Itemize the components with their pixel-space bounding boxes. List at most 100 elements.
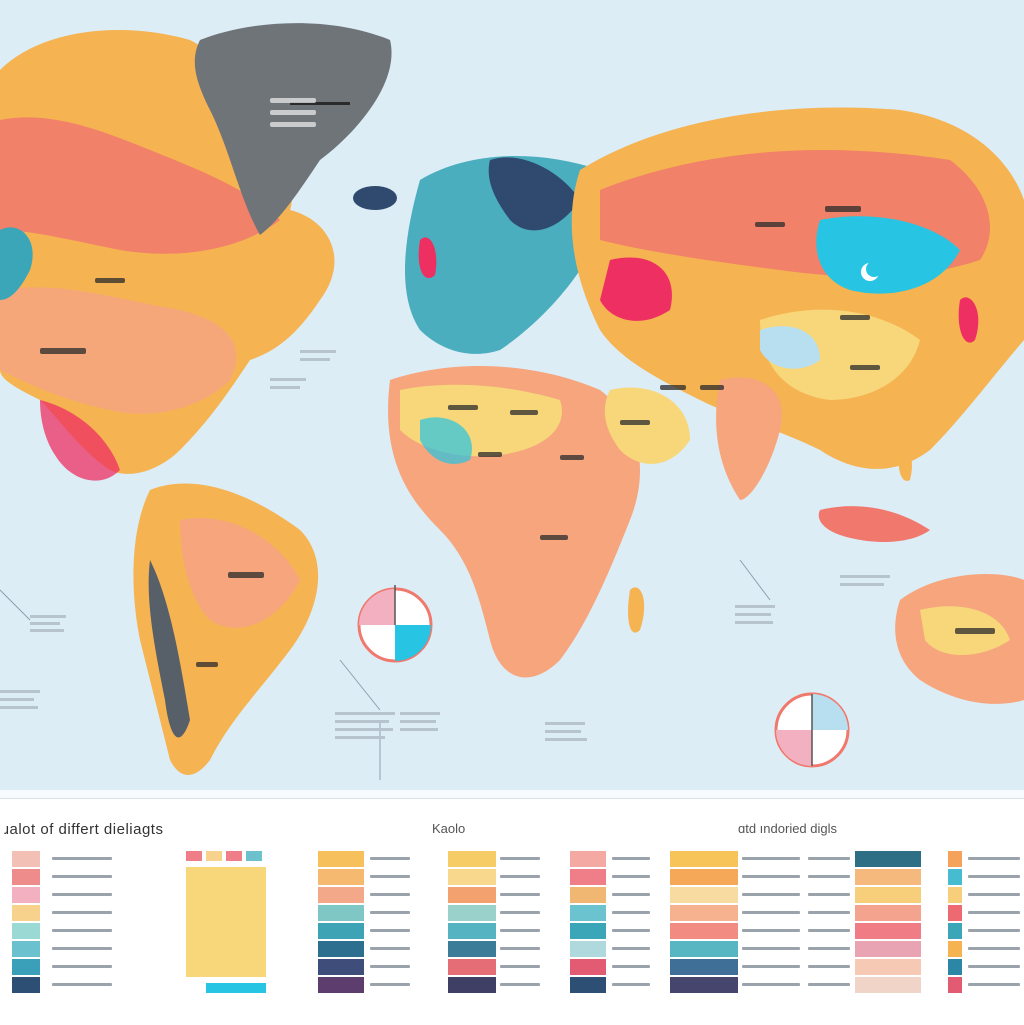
label-block xyxy=(560,455,584,460)
legend-entry-line xyxy=(370,911,410,914)
legend-entry-line xyxy=(612,929,650,932)
legend-entry-line xyxy=(742,929,800,932)
legend-entry-line xyxy=(370,965,410,968)
iceland xyxy=(353,186,397,210)
legend-swatch xyxy=(670,959,738,975)
madagascar xyxy=(628,587,645,633)
annotation-line xyxy=(30,622,60,625)
legend-entry-line xyxy=(968,965,1020,968)
legend-sample-fill xyxy=(186,867,266,977)
legend-entry-line xyxy=(968,875,1020,878)
legend-swatch xyxy=(448,941,496,957)
legend-swatch xyxy=(948,977,962,993)
legend-entry-line xyxy=(500,911,540,914)
callout-line xyxy=(339,659,381,711)
annotation-line xyxy=(335,736,385,739)
label-block xyxy=(196,662,218,667)
legend-entry-line xyxy=(52,911,112,914)
japan xyxy=(958,297,979,343)
greenland-label: ▬▬▬▬▬▬ xyxy=(290,97,350,108)
legend-swatch xyxy=(855,977,921,993)
mexico-region xyxy=(40,400,120,481)
legend-entry-line xyxy=(808,929,850,932)
annotation-line xyxy=(300,358,330,361)
annotation-line xyxy=(735,605,775,608)
legend-panel: ɹalot of differt dieliagts Kaolo ɑtd ınd… xyxy=(0,798,1024,1025)
legend-entry-line xyxy=(52,893,112,896)
annotation-line xyxy=(0,706,38,709)
legend-swatch xyxy=(570,977,606,993)
legend-swatch xyxy=(448,869,496,885)
arabia-region xyxy=(604,387,690,464)
legend-swatch xyxy=(948,923,962,939)
legend-entry-line xyxy=(742,857,800,860)
legend-entry-line xyxy=(500,929,540,932)
legend-entry-line xyxy=(968,911,1020,914)
legend-swatch xyxy=(855,959,921,975)
legend-swatch xyxy=(948,869,962,885)
legend-swatch xyxy=(670,977,738,993)
legend-entry-line xyxy=(808,875,850,878)
legend-swatch xyxy=(12,977,40,993)
label-block xyxy=(620,420,650,425)
central-asia-region xyxy=(600,257,672,321)
legend-swatch xyxy=(318,905,364,921)
legend-swatch xyxy=(12,851,40,867)
canada-region xyxy=(0,117,280,254)
legend-entry-line xyxy=(612,857,650,860)
usa-region xyxy=(0,287,237,414)
alaska-region xyxy=(0,227,33,300)
legend-swatch xyxy=(855,869,921,885)
siberia-region xyxy=(816,216,960,294)
legend-entry-line xyxy=(612,875,650,878)
legend-swatch xyxy=(570,941,606,957)
legend-entry-line xyxy=(742,947,800,950)
legend-swatch xyxy=(448,923,496,939)
legend-swatch xyxy=(448,977,496,993)
legend-swatch xyxy=(318,941,364,957)
tibet-region xyxy=(760,326,820,369)
annotation-line xyxy=(735,613,771,616)
legend-entry-line xyxy=(808,983,850,986)
legend-entry-line xyxy=(500,965,540,968)
legend-swatch xyxy=(318,923,364,939)
legend-swatch xyxy=(948,887,962,903)
annotation-line xyxy=(30,629,64,632)
annotation-line xyxy=(840,583,884,586)
scandinavia xyxy=(488,157,580,231)
britain xyxy=(418,237,437,279)
legend-sample-card xyxy=(186,851,266,999)
legend-sample-chip xyxy=(226,851,242,861)
annotation-line xyxy=(400,720,436,723)
legend-entry-line xyxy=(968,893,1020,896)
greenland[interactable] xyxy=(194,23,392,235)
legend-swatch xyxy=(570,923,606,939)
legend-entry-line xyxy=(742,911,800,914)
legend-swatch xyxy=(570,869,606,885)
annotation-line xyxy=(735,621,773,624)
region-label-blocks xyxy=(40,98,995,667)
legend-swatch xyxy=(855,851,921,867)
world-map: ▬▬▬▬▬▬ xyxy=(0,0,1024,790)
legend-sample-chip xyxy=(246,851,262,861)
legend-entry-line xyxy=(52,983,112,986)
india-region xyxy=(716,377,782,500)
annotation-line xyxy=(335,712,395,715)
legend-entry-line xyxy=(370,929,410,932)
label-block xyxy=(270,122,316,127)
legend-swatch xyxy=(670,887,738,903)
legend-swatch xyxy=(670,869,738,885)
legend-entry-line xyxy=(612,893,650,896)
legend-entry-line xyxy=(968,983,1020,986)
legend-entry-line xyxy=(742,875,800,878)
annotation-line xyxy=(270,378,306,381)
label-block xyxy=(270,110,316,115)
annotation-line xyxy=(400,712,440,715)
legend-swatch xyxy=(318,869,364,885)
moon-icon-shadow xyxy=(866,261,882,277)
label-block xyxy=(825,206,861,212)
legend-swatch xyxy=(12,887,40,903)
legend-sample-chip xyxy=(186,851,202,861)
legend-swatch xyxy=(570,959,606,975)
west-africa-region xyxy=(420,417,472,464)
